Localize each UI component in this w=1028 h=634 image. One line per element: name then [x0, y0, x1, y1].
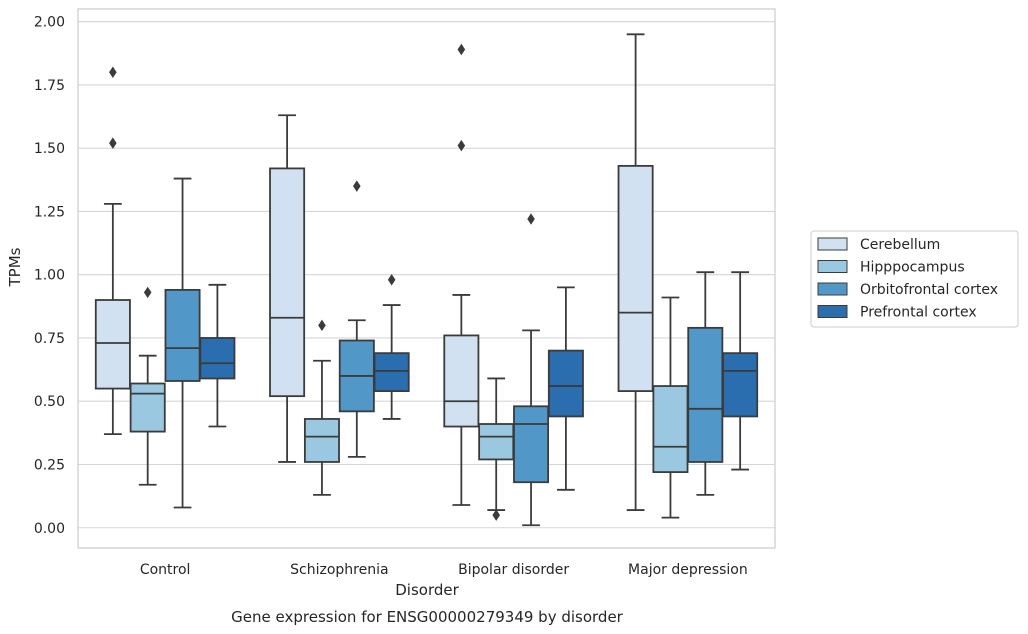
box-orbitofrontal-cortex [338, 180, 375, 458]
box-iqr [129, 382, 166, 433]
outlier-point [457, 43, 466, 56]
box-prefrontal-cortex [373, 274, 410, 420]
y-tick-label: 1.75 [34, 78, 65, 94]
box-orbitofrontal-cortex [164, 177, 201, 509]
y-tick-label: 0.50 [34, 394, 65, 410]
y-tick-label: 1.50 [34, 141, 65, 157]
legend: Cerebellum Hipppocampus Orbitofrontal cort… [810, 230, 1019, 328]
box-orbitofrontal-cortex [513, 213, 550, 527]
box-cerebellum [617, 33, 654, 511]
x-tick-label: Schizophrenia [290, 562, 388, 578]
outlier-point [387, 274, 396, 286]
box-iqr [478, 423, 515, 461]
box-hipppocampus [478, 377, 515, 521]
outlier-point [353, 180, 361, 192]
legend-label: Orbitofrontal cortex [860, 282, 998, 298]
legend-swatch [817, 282, 848, 296]
box-hipppocampus [652, 296, 689, 519]
box-hipppocampus [129, 286, 166, 486]
box-cerebellum [443, 43, 480, 506]
y-tick-label: 2.00 [34, 15, 65, 31]
legend-frame [810, 230, 1019, 328]
box-iqr [722, 352, 759, 418]
box-hipppocampus [303, 319, 340, 496]
y-tick-label: 0.00 [34, 521, 65, 537]
box-iqr [652, 385, 689, 473]
box-iqr [269, 167, 306, 398]
y-tick-labels: 0.00 0.25 0.50 0.75 1.00 1.25 1.50 1.75 2.00 [34, 15, 65, 537]
legend-swatch [817, 305, 848, 318]
legend-swatch [817, 260, 848, 273]
chart-title: Gene expression for ENSG00000279349 by d… [231, 608, 624, 626]
box-orbitofrontal-cortex [687, 271, 724, 496]
legend-label: Prefrontal cortex [860, 305, 977, 321]
box-cerebellum [269, 114, 306, 463]
box-iqr [687, 326, 724, 463]
box-iqr [373, 352, 410, 393]
x-tick-label: Bipolar disorder [458, 562, 569, 578]
outlier-point [492, 509, 500, 521]
box-cerebellum [94, 66, 131, 436]
box-plots [94, 33, 759, 527]
y-tick-label: 1.00 [34, 268, 65, 284]
outlier-point [457, 139, 466, 152]
outlier-point [109, 66, 117, 78]
y-tick-label: 0.75 [34, 331, 65, 347]
plot-frame [77, 8, 776, 549]
box-iqr [199, 337, 236, 380]
outlier-point [318, 319, 326, 332]
legend-label: Cerebellum [860, 237, 940, 253]
y-axis-label: TPMs [6, 247, 24, 287]
box-iqr [443, 334, 480, 428]
box-iqr [94, 299, 131, 390]
box-iqr [164, 288, 201, 382]
outlier-point [527, 213, 535, 225]
x-tick-labels: Control Schizophrenia Bipolar disorder Majo… [140, 562, 748, 578]
x-tick-label: Control [140, 562, 191, 578]
box-iqr [547, 349, 584, 418]
box-prefrontal-cortex [547, 286, 584, 491]
y-tick-label: 1.25 [34, 204, 65, 220]
legend-swatch [817, 237, 848, 251]
legend-label: Hipppocampus [860, 260, 965, 276]
x-axis-label: Disorder [395, 581, 459, 599]
box-iqr [617, 164, 654, 393]
outlier-point [143, 286, 152, 299]
box-iqr [513, 405, 550, 484]
box-prefrontal-cortex [199, 283, 236, 428]
box-prefrontal-cortex [722, 271, 759, 471]
y-tick-label: 0.25 [34, 457, 65, 473]
x-tick-label: Major depression [628, 562, 748, 578]
outlier-point [109, 137, 117, 149]
box-iqr [303, 418, 340, 463]
